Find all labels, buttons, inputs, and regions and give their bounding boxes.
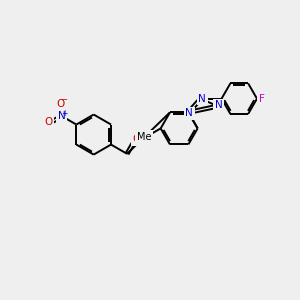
Text: O: O [132,134,140,145]
Text: N: N [140,130,148,140]
Text: Me: Me [137,132,151,142]
Text: N: N [198,94,206,104]
Text: O: O [56,99,64,109]
Text: H: H [137,134,145,144]
Text: N: N [58,111,66,121]
Text: N: N [185,108,193,118]
Text: +: + [61,109,68,118]
Text: O: O [45,117,53,127]
Text: −: − [61,95,68,104]
Text: F: F [259,94,265,104]
Text: N: N [214,100,222,110]
